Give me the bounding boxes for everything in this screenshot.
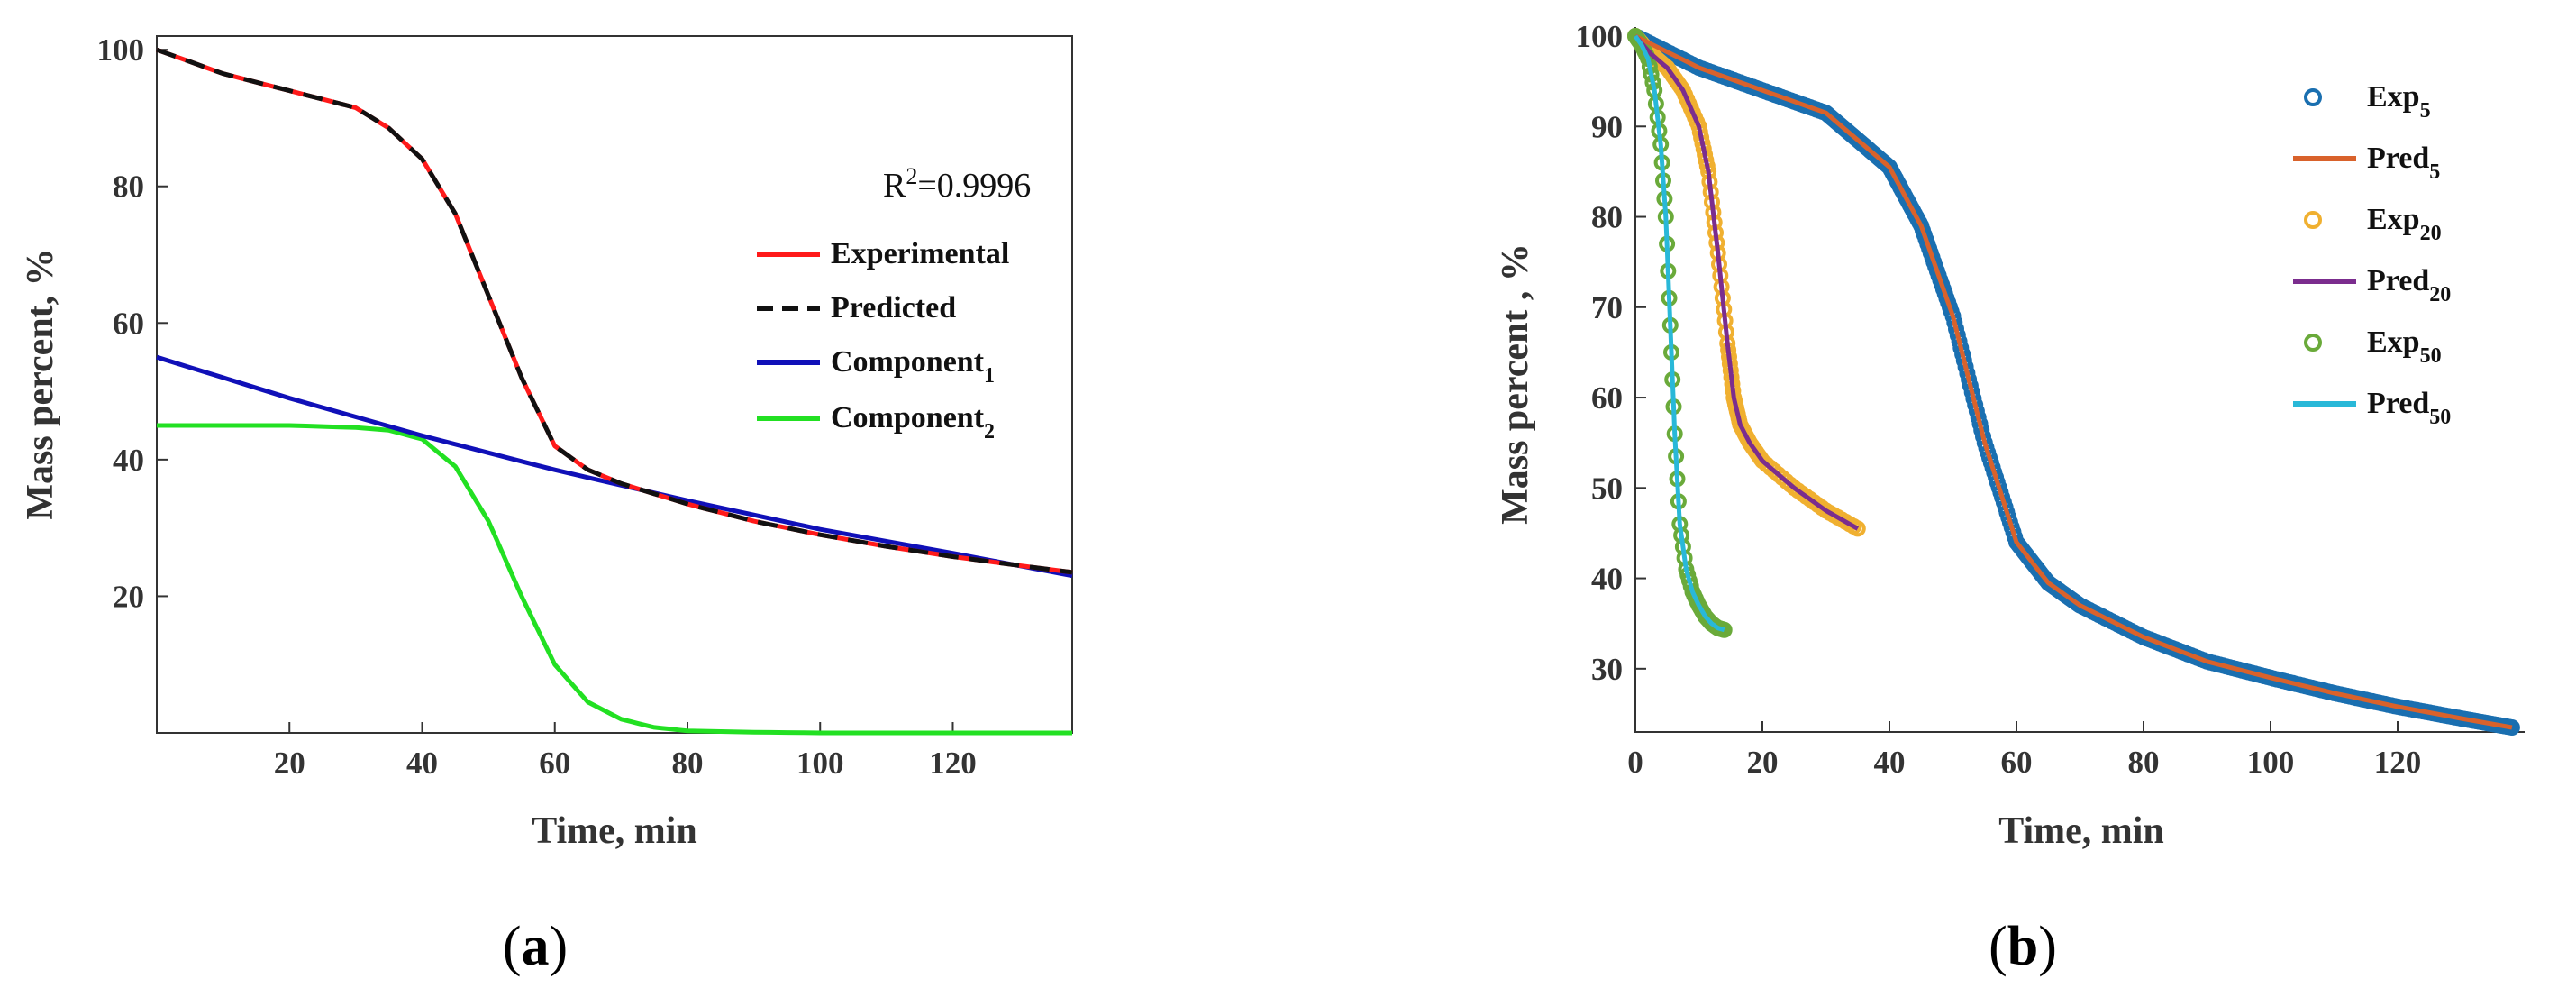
x-tick-label: 40 bbox=[1874, 745, 1906, 780]
legend-label: Experimental bbox=[831, 237, 1009, 270]
legend-label: Pred5 bbox=[2367, 142, 2440, 184]
legend-subscript: 5 bbox=[2429, 160, 2440, 184]
legend-subscript: 50 bbox=[2420, 344, 2442, 368]
y-tick-label: 50 bbox=[1591, 471, 1623, 506]
x-tick-label: 20 bbox=[1747, 745, 1779, 780]
caption-b: (b) bbox=[1989, 916, 2057, 977]
series-line-pred5 bbox=[1634, 33, 2513, 730]
series-line-predicted bbox=[156, 47, 1073, 575]
legend-marker bbox=[2304, 211, 2322, 229]
legend-a: ExperimentalPredictedComponent1Component… bbox=[757, 237, 1009, 444]
x-tick-label: 80 bbox=[671, 746, 703, 781]
legend-name: Predicted bbox=[831, 291, 956, 325]
legend-label: Component2 bbox=[831, 401, 995, 444]
y-tick-label: 90 bbox=[1591, 109, 1623, 144]
y-axis-label-a: Mass percent, % bbox=[20, 248, 61, 519]
panel-b: 0 20 40 60 80 100 120 30 40 50 60 70 80 90 100 Time, m… bbox=[1495, 19, 2525, 977]
legend-label: Pred50 bbox=[2367, 387, 2451, 429]
series-line-component1 bbox=[156, 354, 1073, 579]
r2-rest: =0.9996 bbox=[917, 167, 1031, 205]
x-tick-label: 60 bbox=[539, 746, 570, 781]
legend-subscript: 20 bbox=[2429, 283, 2451, 306]
legend-label: Exp5 bbox=[2367, 80, 2431, 123]
legend-label: Component1 bbox=[831, 345, 995, 388]
x-tick-label: 120 bbox=[2374, 745, 2422, 780]
legend-name: Experimental bbox=[831, 237, 1009, 270]
legend-marker bbox=[2304, 334, 2322, 352]
series-line-component2 bbox=[157, 423, 1072, 736]
legend-label: Pred20 bbox=[2367, 264, 2451, 306]
legend-name: Component bbox=[831, 345, 985, 379]
plot-frame-a bbox=[156, 35, 1073, 734]
x-tick-label: 100 bbox=[796, 746, 844, 781]
axes-b bbox=[1634, 27, 2525, 733]
legend-name: Pred bbox=[2367, 387, 2429, 420]
legend-name: Exp bbox=[2367, 325, 2420, 359]
y-tick-label: 30 bbox=[1591, 652, 1623, 687]
r2-base: R bbox=[883, 167, 906, 205]
legend-label: Predicted bbox=[831, 291, 956, 325]
r2-sup: 2 bbox=[906, 163, 917, 189]
x-tick-label: 60 bbox=[2001, 745, 2033, 780]
r-squared-annotation: R2=0.9996 bbox=[883, 163, 1031, 205]
legend-name: Pred bbox=[2367, 264, 2429, 297]
x-tick-label: 20 bbox=[274, 746, 305, 781]
x-tick-label: 120 bbox=[929, 746, 977, 781]
y-tick-label: 80 bbox=[113, 169, 144, 205]
y-tick-label: 40 bbox=[1591, 562, 1623, 597]
data-point-exp20 bbox=[1849, 520, 1866, 537]
x-tick-label: 40 bbox=[406, 746, 438, 781]
x-axis-label-b: Time, min bbox=[1998, 810, 2164, 852]
legend-marker bbox=[2304, 88, 2322, 106]
caption-a: (a) bbox=[503, 916, 568, 977]
y-tick-label: 100 bbox=[1576, 19, 1624, 54]
x-tick-label: 100 bbox=[2247, 745, 2295, 780]
legend-name: Pred bbox=[2367, 142, 2429, 175]
y-tick-label: 40 bbox=[113, 443, 144, 478]
legend-subscript: 20 bbox=[2420, 222, 2442, 245]
legend-subscript: 2 bbox=[984, 420, 995, 444]
legend-subscript: 5 bbox=[2420, 99, 2431, 123]
panel-a: 20 40 60 80 100 120 20 40 60 80 100 Time, min Mass… bbox=[20, 32, 1073, 977]
series-line-pred50 bbox=[1633, 34, 1725, 633]
y-tick-label: 20 bbox=[113, 579, 144, 614]
legend-subscript: 50 bbox=[2429, 406, 2451, 429]
legend-name: Exp bbox=[2367, 203, 2420, 236]
legend-label: Exp50 bbox=[2367, 325, 2442, 368]
x-axis-label-a: Time, min bbox=[532, 810, 697, 852]
y-tick-label: 60 bbox=[1591, 380, 1623, 416]
y-tick-label: 60 bbox=[113, 306, 144, 341]
legend-name: Component bbox=[831, 401, 985, 435]
x-tick-label: 0 bbox=[1627, 745, 1643, 780]
y-axis-label-b: Mass percent , % bbox=[1495, 243, 1536, 525]
legend-label: Exp20 bbox=[2367, 203, 2442, 245]
legend-subscript: 1 bbox=[984, 364, 995, 388]
legend-name: Exp bbox=[2367, 80, 2420, 114]
x-tick-label: 80 bbox=[2128, 745, 2160, 780]
y-tick-label: 80 bbox=[1591, 200, 1623, 235]
series-line-pred20 bbox=[1634, 34, 1860, 531]
y-tick-label: 100 bbox=[97, 32, 145, 68]
y-tick-label: 70 bbox=[1591, 290, 1623, 325]
